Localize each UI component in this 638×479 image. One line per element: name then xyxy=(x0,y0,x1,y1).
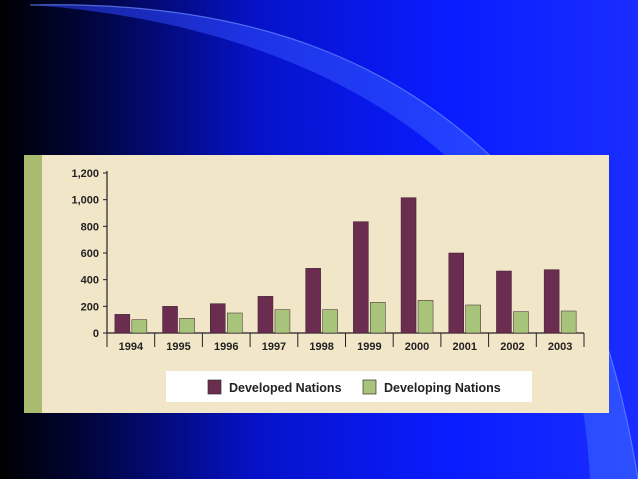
bar-developed-1994 xyxy=(114,314,131,334)
x-tick-label: 2002 xyxy=(500,341,524,353)
x-tick-label: 1997 xyxy=(262,341,286,353)
bar-developing-2002 xyxy=(513,311,529,334)
bar-developed-2001 xyxy=(448,252,464,334)
bar-developing-1994 xyxy=(131,319,148,334)
x-tick-label: 1996 xyxy=(214,341,238,353)
bar-chart: 0 200 400 600 800 1,000 1,200 1994 1995 1996 1997… xyxy=(71,168,585,402)
bar-developing-1995 xyxy=(179,318,195,334)
y-tick-label: 1,000 xyxy=(71,195,99,207)
bar-developing-2003 xyxy=(560,310,577,334)
bar-developed-1996 xyxy=(210,303,226,334)
x-tick-label: 2003 xyxy=(548,341,572,353)
x-tick-label: 1994 xyxy=(119,341,144,353)
x-tick-label: 2000 xyxy=(405,341,429,353)
chart-panel: 0 200 400 600 800 1,000 1,200 1994 1995 1996 1997… xyxy=(24,155,609,413)
bar-developing-1999 xyxy=(370,302,386,334)
bar-developed-1997 xyxy=(257,296,274,334)
bar-developing-2000 xyxy=(417,300,434,334)
bars xyxy=(114,197,577,334)
x-tick-label: 1999 xyxy=(357,341,381,353)
y-tick-label: 1,200 xyxy=(71,168,99,180)
accent-stripe xyxy=(24,155,42,413)
y-tick-label: 200 xyxy=(81,301,99,313)
y-tick-label: 400 xyxy=(81,275,99,287)
bar-developing-1996 xyxy=(227,312,243,334)
legend-swatch-developed xyxy=(207,379,222,395)
legend-box xyxy=(166,371,532,402)
legend: Developed Nations Developing Nations xyxy=(166,371,532,402)
bar-developing-2001 xyxy=(465,304,481,334)
y-tick-label: 0 xyxy=(93,328,99,340)
x-tick-label: 1995 xyxy=(166,341,190,353)
y-tick-label: 600 xyxy=(81,248,99,260)
y-axis: 0 200 400 600 800 1,000 1,200 xyxy=(71,168,108,340)
bar-developing-1998 xyxy=(322,309,338,334)
x-tick-label: 2001 xyxy=(453,341,477,353)
legend-label-developed: Developed Nations xyxy=(229,381,342,395)
x-tick-label: 1998 xyxy=(309,341,333,353)
legend-label-developing: Developing Nations xyxy=(384,381,501,395)
y-tick-label: 800 xyxy=(81,221,99,233)
bar-developing-1997 xyxy=(274,309,291,334)
bar-developed-2003 xyxy=(543,269,560,334)
bar-developed-1999 xyxy=(353,221,369,334)
legend-swatch-developing xyxy=(362,379,377,395)
bar-developed-1995 xyxy=(162,306,178,334)
bar-developed-2000 xyxy=(400,197,417,334)
x-axis: 1994 1995 1996 1997 1998 1999 2000 2001 2002 2003 xyxy=(106,332,585,353)
bar-developed-1998 xyxy=(305,268,321,334)
bar-developed-2002 xyxy=(496,270,512,334)
